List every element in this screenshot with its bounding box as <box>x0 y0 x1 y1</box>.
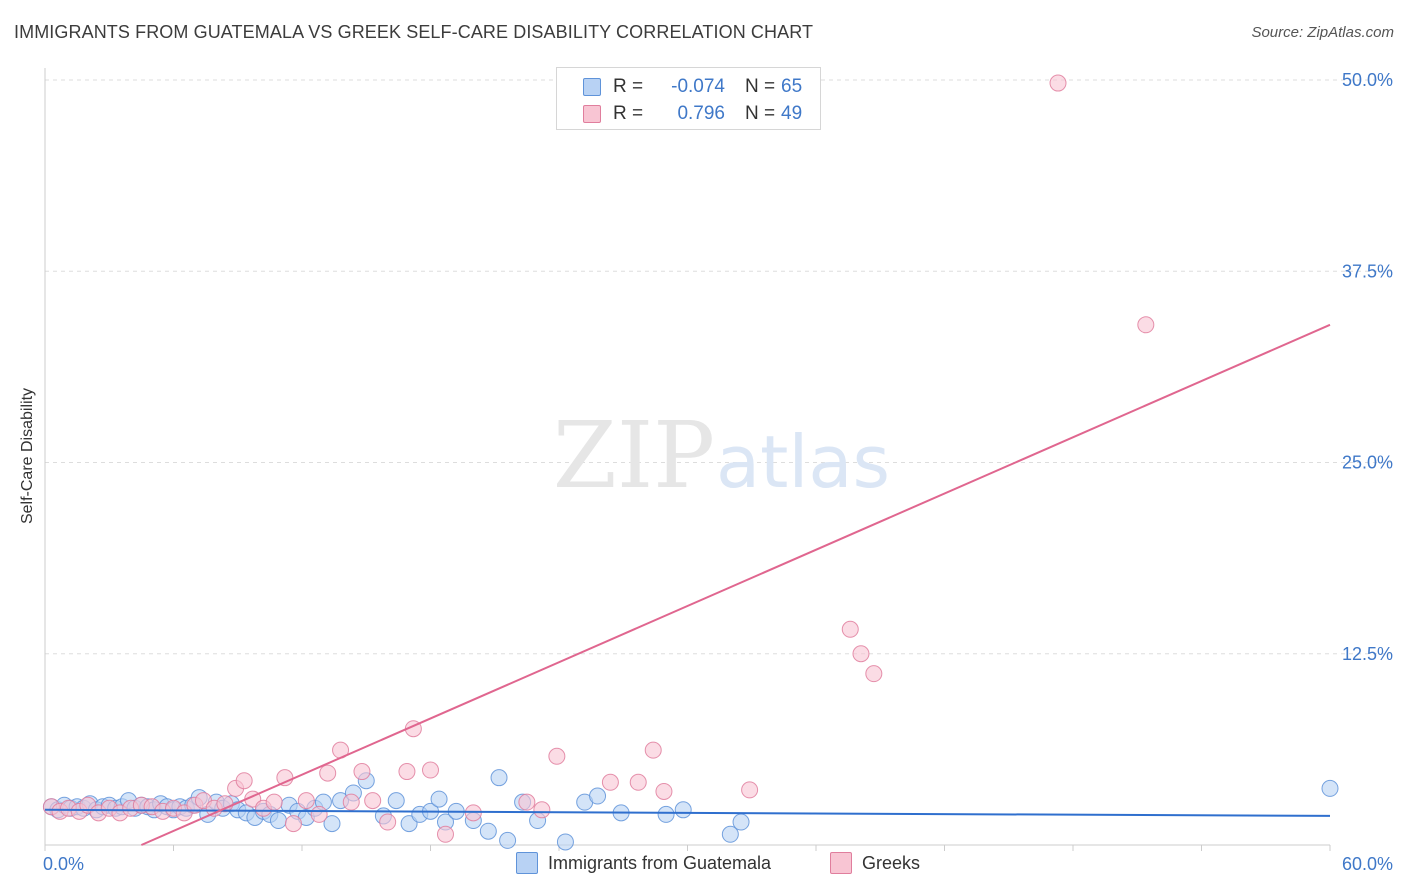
point-greeks <box>741 781 759 799</box>
point-greeks <box>265 793 283 811</box>
y-tick-label: 12.5% <box>1342 644 1393 664</box>
point-guatemala <box>430 790 448 808</box>
point-greeks <box>629 773 647 791</box>
point-greeks <box>398 763 416 781</box>
legend-n-value: 65 <box>781 76 803 97</box>
bottom-legend-label-guatemala: Immigrants from Guatemala <box>548 852 772 873</box>
data-points <box>42 74 1339 851</box>
legend-row-greeks: R = 0.796 N = 49 <box>583 102 802 126</box>
point-greeks <box>364 792 382 810</box>
y-tick-label: 37.5% <box>1342 261 1393 281</box>
point-guatemala <box>490 769 508 787</box>
tick-labels: 12.5% 25.0% 37.5% 50.0% 0.0% 60.0% <box>43 70 1393 874</box>
y-tick-label: 25.0% <box>1342 453 1393 473</box>
point-greeks <box>342 793 360 811</box>
point-greeks <box>533 801 551 819</box>
legend-r-label: R = <box>613 76 644 97</box>
point-greeks <box>518 793 536 811</box>
point-greeks <box>655 782 673 800</box>
legend-swatch-greeks <box>583 105 601 123</box>
source-credit: Source: ZipAtlas.com <box>1251 24 1394 41</box>
point-greeks <box>548 747 566 765</box>
point-guatemala <box>499 831 517 849</box>
bottom-legend-label-greeks: Greeks <box>862 852 921 873</box>
legend-r-value: -0.074 <box>671 76 725 97</box>
point-guatemala <box>387 792 405 810</box>
legend-n-value: 49 <box>781 103 803 124</box>
y-axis-title: Self-Care Disability <box>19 387 36 525</box>
point-greeks <box>644 741 662 759</box>
y-tick-label: 50.0% <box>1342 70 1393 90</box>
trendline-greeks <box>140 323 1331 846</box>
legend-n-label: N = <box>745 76 776 97</box>
point-greeks <box>1049 74 1067 92</box>
point-greeks <box>235 772 253 790</box>
point-greeks <box>852 645 870 663</box>
legend-r-value: 0.796 <box>677 103 725 124</box>
x-tick-label-max: 60.0% <box>1342 854 1393 874</box>
point-guatemala <box>556 833 574 851</box>
point-guatemala <box>479 822 497 840</box>
point-guatemala <box>674 801 692 819</box>
point-greeks <box>1137 316 1155 334</box>
correlation-legend: R = -0.074 N = 65 R = 0.796 N = 49 <box>556 67 821 130</box>
point-guatemala <box>269 812 287 830</box>
legend-n-label: N = <box>745 103 776 124</box>
watermark-zip: ZIP <box>553 402 715 509</box>
legend-row-guatemala: R = -0.074 N = 65 <box>583 75 802 99</box>
chart-title: IMMIGRANTS FROM GUATEMALA VS GREEK SELF-… <box>14 22 814 42</box>
point-greeks <box>297 792 315 810</box>
point-guatemala <box>323 815 341 833</box>
point-guatemala <box>1321 779 1339 797</box>
point-guatemala <box>721 825 739 843</box>
watermark-atlas: atlas <box>716 420 890 504</box>
bottom-legend-greeks: Greeks <box>830 852 920 874</box>
point-greeks <box>379 813 397 831</box>
point-greeks <box>310 805 328 823</box>
point-greeks <box>865 665 883 683</box>
point-guatemala <box>732 813 750 831</box>
point-greeks <box>353 763 371 781</box>
bottom-legend-swatch-greeks <box>830 852 852 874</box>
point-greeks <box>601 773 619 791</box>
legend-r-label: R = <box>613 103 644 124</box>
point-greeks <box>436 825 454 843</box>
x-tick-label-min: 0.0% <box>43 854 84 874</box>
point-greeks <box>841 620 859 638</box>
point-greeks <box>422 761 439 779</box>
watermark: ZIP atlas <box>553 402 890 509</box>
trendlines <box>44 323 1331 846</box>
point-greeks <box>319 764 337 782</box>
bottom-legend-guatemala: Immigrants from Guatemala <box>516 852 771 874</box>
trendline-guatemala <box>44 808 1331 817</box>
axes <box>44 68 1331 851</box>
point-guatemala <box>589 787 607 805</box>
gridlines <box>45 79 1392 655</box>
bottom-legend-swatch-guatemala <box>516 852 538 874</box>
legend-swatch-guatemala <box>583 78 601 96</box>
point-guatemala <box>657 805 675 823</box>
point-greeks <box>284 815 302 833</box>
